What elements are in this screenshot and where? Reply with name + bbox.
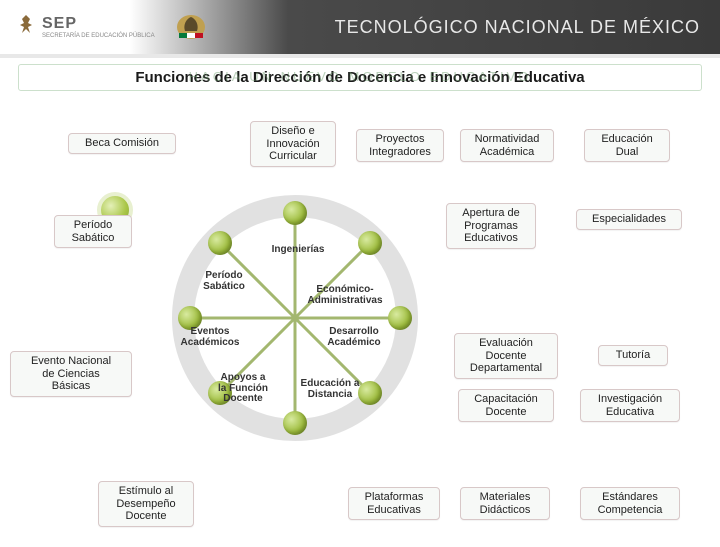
chip-estimulo-desempeno: Estímulo alDesempeñoDocente	[98, 481, 194, 527]
wheel-node	[283, 411, 307, 435]
spoke-label-econ-admin: Económico-Administrativas	[290, 285, 400, 306]
chip-materiales-didacticos: MaterialesDidácticos	[460, 487, 550, 520]
spoke-label-desarrollo-ac: DesarrolloAcadémico	[314, 327, 394, 348]
page-title-bar: HACIA UN NUEVO MODELO EDUCATIVO Funcione…	[18, 64, 702, 91]
spoke-label-ingenierias: Ingenierías	[258, 245, 338, 256]
tnm-title: TECNOLÓGICO NACIONAL DE MÉXICO	[335, 17, 700, 38]
chip-apertura-programas: Apertura deProgramasEducativos	[446, 203, 536, 249]
chip-evaluacion-docente: EvaluaciónDocenteDepartamental	[454, 333, 558, 379]
sep-label: SEP	[42, 15, 155, 33]
spoke-label-apoyos-func: Apoyos ala FunciónDocente	[206, 373, 280, 405]
chip-capacitacion-docente: CapacitaciónDocente	[458, 389, 554, 422]
chip-investigacion-educativa: InvestigaciónEducativa	[580, 389, 680, 422]
spoke-label-educ-distancia: Educación aDistancia	[288, 379, 372, 400]
header-bar: SEP SECRETARÍA DE EDUCACIÓN PÚBLICA TECN…	[0, 0, 720, 58]
spoke-label-periodo-sab-sp: PeríodoSabático	[190, 271, 258, 292]
sep-eagle-icon	[14, 13, 38, 41]
page-title: Funciones de la Dirección de Docencia e …	[27, 69, 693, 86]
chip-normatividad-academica: NormatividadAcadémica	[460, 129, 554, 162]
chip-periodo-sabatico: PeríodoSabático	[54, 215, 132, 248]
wheel-diagram	[0, 95, 720, 547]
wheel-node	[208, 231, 232, 255]
sep-logo-block: SEP SECRETARÍA DE EDUCACIÓN PÚBLICA	[14, 13, 155, 41]
mexico-eagle-icon	[173, 11, 209, 43]
chip-beca-comision: Beca Comisión	[68, 133, 176, 154]
diagram-area: Beca Comisión Diseño eInnovaciónCurricula…	[0, 95, 720, 547]
wheel-node	[283, 201, 307, 225]
chip-especialidades: Especialidades	[576, 209, 682, 230]
chip-tutoria: Tutoría	[598, 345, 668, 366]
chip-diseno-innovacion: Diseño eInnovaciónCurricular	[250, 121, 336, 167]
chip-evento-nacional: Evento Nacionalde CienciasBásicas	[10, 351, 132, 397]
chip-proyectos-integradores: ProyectosIntegradores	[356, 129, 444, 162]
chip-plataformas-educativas: PlataformasEducativas	[348, 487, 440, 520]
sep-sublabel: SECRETARÍA DE EDUCACIÓN PÚBLICA	[42, 33, 155, 39]
spoke-label-eventos-acad: EventosAcadémicos	[170, 327, 250, 348]
wheel-node	[358, 231, 382, 255]
chip-estandares-competencia: EstándaresCompetencia	[580, 487, 680, 520]
chip-educacion-dual: EducaciónDual	[584, 129, 670, 162]
